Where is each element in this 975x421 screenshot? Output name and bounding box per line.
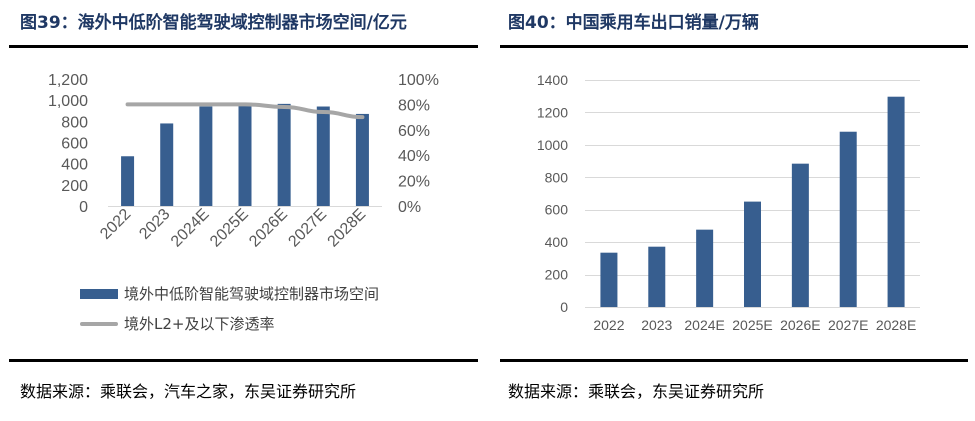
bottom-divider: [9, 359, 478, 362]
bar-market-size-2024E: [199, 106, 213, 206]
y-right-tick-label: 100%: [398, 72, 439, 89]
x-tick-label: 2028E: [876, 317, 916, 333]
bar-market-size-2026E: [277, 103, 291, 206]
legend-line-swatch: [80, 321, 118, 326]
x-tick-label: 2025E: [207, 206, 252, 251]
bar-market-size-2028E: [355, 113, 369, 206]
y-tick-label: 1000: [537, 137, 568, 153]
top-divider: [500, 45, 968, 48]
y-tick-label: 1400: [537, 72, 568, 88]
y-left-tick-label: 0: [79, 199, 88, 216]
figure-39-panel: 图39：海外中低阶智能驾驶域控制器市场空间/亿元 0 200 400 600 800 1,…: [9, 13, 478, 401]
y-left-tick-label: 400: [61, 157, 88, 174]
x-tick-label: 2027E: [828, 317, 868, 333]
legend-label-market-size: 境外中低阶智能驾驶域控制器市场空间: [124, 285, 380, 303]
bar-market-size-2023: [160, 123, 174, 206]
x-tick-label: 2024E: [684, 317, 724, 333]
x-tick-label: 2026E: [246, 206, 291, 251]
y-tick-label: 0: [560, 299, 568, 315]
y-tick-label: 800: [545, 169, 569, 185]
y-left-tick-label: 800: [61, 114, 88, 131]
y-right-tick-label: 20%: [398, 174, 430, 191]
x-tick-label: 2026E: [780, 317, 820, 333]
figure-39-source: 数据来源：乘联会，汽车之家，东吴证券研究所: [20, 382, 357, 401]
figure-40-source: 数据来源：乘联会，东吴证券研究所: [508, 382, 765, 401]
figure-40-panel: 图40：中国乘用车出口销量/万辆 0 200 400 600 800 1000 1200 14…: [490, 0, 975, 421]
x-tick-label: 2028E: [325, 206, 370, 251]
figure-40-chart: 0 200 400 600 800 1000 1200 1400 2022 2023 2024E 20…: [537, 72, 920, 333]
x-tick-label: 2024E: [168, 206, 213, 251]
y-tick-label: 600: [545, 202, 569, 218]
figure-39-title: 图39：海外中低阶智能驾驶域控制器市场空间/亿元: [20, 13, 407, 33]
y-left-tick-label: 600: [61, 136, 88, 153]
figure-40-title: 图40：中国乘用车出口销量/万辆: [508, 13, 759, 33]
y-right-tick-label: 80%: [398, 97, 430, 114]
x-tick-label: 2023: [641, 317, 672, 333]
bar-export-2023: [648, 246, 666, 307]
y-tick-label: 1200: [537, 104, 568, 120]
x-tick-label: 2027E: [285, 206, 330, 251]
top-divider: [9, 45, 478, 48]
y-right-tick-label: 60%: [398, 123, 430, 140]
x-tick-label: 2025E: [732, 317, 772, 333]
y-tick-label: 400: [545, 234, 569, 250]
y-tick-label: 200: [545, 267, 569, 283]
y-left-tick-label: 200: [61, 178, 88, 195]
x-tick-label: 2022: [593, 317, 624, 333]
bar-export-2026E: [791, 163, 809, 307]
y-left-tick-label: 1,000: [48, 93, 88, 110]
y-right-tick-label: 40%: [398, 148, 430, 165]
bar-export-2022: [600, 252, 618, 307]
legend-item-penetration: 境外L2+及以下渗透率: [80, 313, 274, 334]
bar-market-size-2022: [121, 156, 135, 206]
figure-39-chart: 0 200 400 600 800 1,000 1,200 0% 20% 40% 60% 80% 100…: [48, 72, 439, 251]
legend-bar-swatch: [80, 288, 118, 299]
bar-export-2024E: [696, 229, 714, 307]
legend-label-penetration: 境外L2+及以下渗透率: [124, 315, 275, 333]
bottom-divider: [500, 359, 968, 362]
bar-export-2025E: [744, 201, 761, 307]
bar-export-2027E: [839, 131, 857, 307]
x-tick-label: 2022: [97, 206, 134, 243]
y-right-tick-label: 0%: [398, 199, 421, 216]
y-left-tick-label: 1,200: [48, 72, 88, 89]
bar-export-2028E: [887, 96, 905, 307]
bar-market-size-2025E: [238, 102, 252, 206]
bar-market-size-2027E: [316, 106, 330, 206]
legend-item-market-size: 境外中低阶智能驾驶域控制器市场空间: [80, 283, 379, 304]
